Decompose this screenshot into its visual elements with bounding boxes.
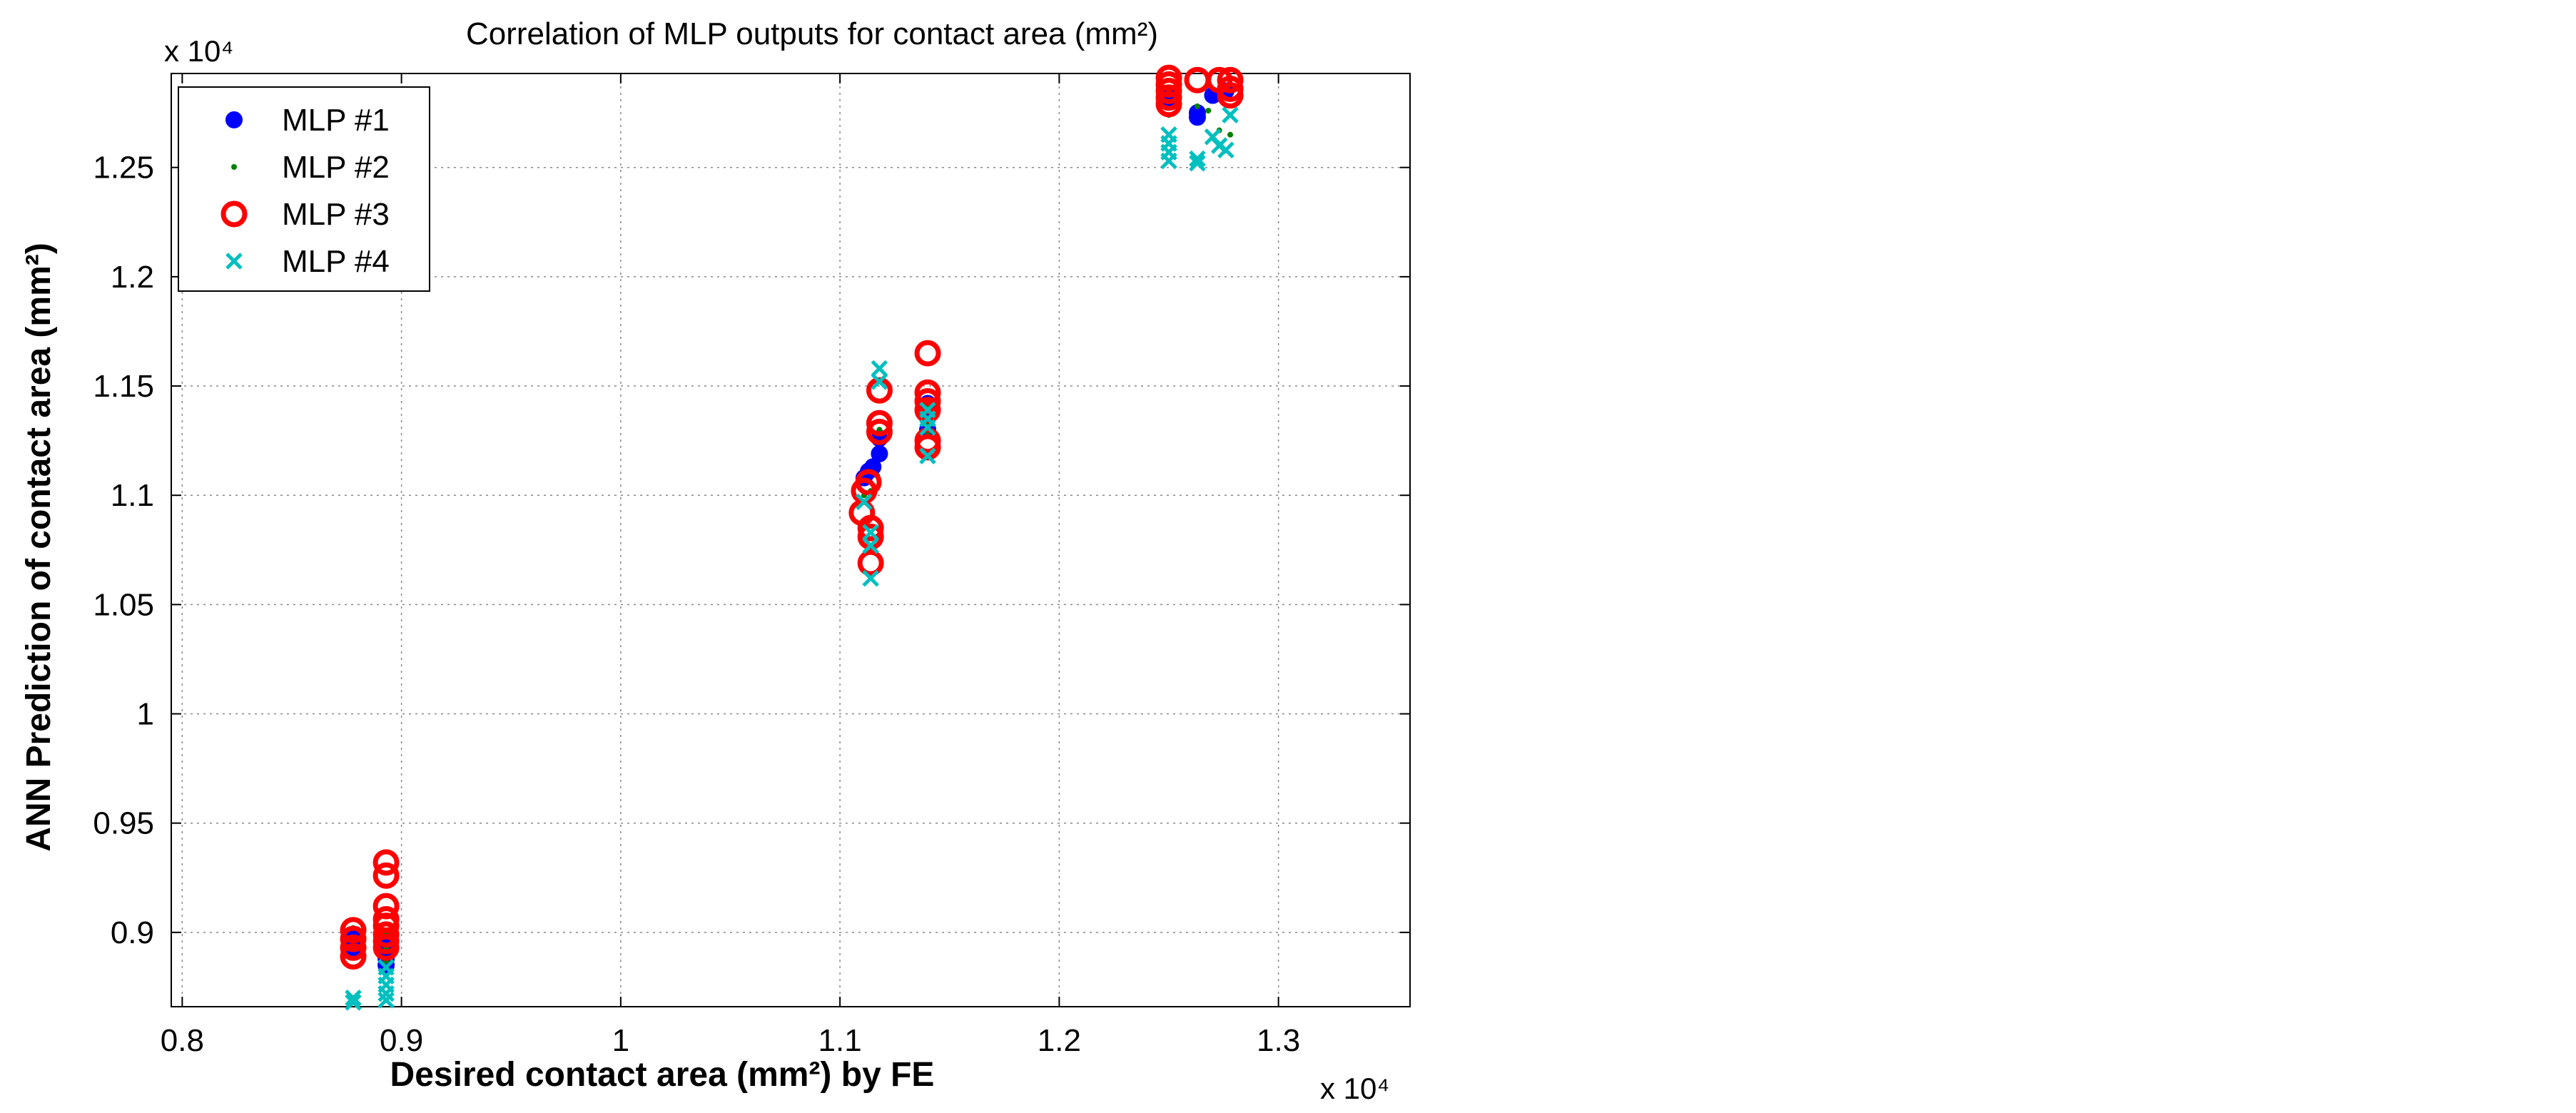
data-point [914, 340, 941, 367]
data-point [1217, 141, 1234, 158]
data-point [1222, 106, 1239, 123]
data-point [862, 524, 879, 542]
axis-ticks: 0.8 0.9 1 1.1 1.2 1.3 0.9 0.95 1 1.05 1.1 1.15 1.2 1.… [93, 73, 1410, 1058]
legend: MLP #1 MLP #2 MLP #3 MLP #4 [178, 86, 430, 292]
data-point [340, 917, 367, 944]
legend-label: MLP #2 [282, 150, 390, 185]
data-point [372, 934, 400, 961]
legend-box [178, 86, 430, 292]
data-point [372, 862, 400, 889]
data-point [919, 447, 936, 464]
legend-marker [220, 200, 248, 228]
data-point [345, 989, 362, 1007]
data-point [871, 360, 888, 377]
data-point [1194, 103, 1200, 109]
y-tick-label: 1 [137, 697, 154, 732]
data-point [876, 427, 883, 433]
x-tick-label: 1.1 [818, 1023, 862, 1058]
data-point [857, 514, 884, 542]
y-tick-label: 0.95 [93, 806, 154, 841]
x-tick-label: 1 [612, 1023, 629, 1058]
data-point [1227, 131, 1234, 138]
data-point [862, 569, 879, 587]
data-point [1217, 66, 1244, 93]
data-points [340, 64, 1244, 1011]
chart-title: Correlation of MLP outputs for contact a… [466, 16, 1158, 51]
data-point [340, 925, 367, 952]
x-tick-label: 0.9 [380, 1023, 423, 1058]
data-point [1189, 150, 1206, 168]
data-point [1160, 126, 1177, 143]
data-point [862, 537, 879, 554]
y-tick-label: 1.15 [93, 369, 154, 404]
legend-marker [231, 164, 237, 170]
data-point [1217, 82, 1244, 109]
data-point [856, 493, 873, 511]
x-axis-label: Desired contact area (mm²) by FE [390, 1056, 935, 1094]
y-axis-label: ANN Prediction of contact area (mm²) [20, 243, 58, 851]
y-tick-label: 1.2 [111, 260, 154, 295]
plot-frame [171, 73, 1411, 1007]
y-tick-label: 1.25 [93, 151, 154, 186]
data-point [919, 401, 936, 419]
legend-label: MLP #1 [282, 103, 390, 138]
data-point [372, 849, 400, 876]
data-point [1189, 154, 1206, 172]
legend-label: MLP #4 [282, 244, 390, 279]
x-tick-label: 1.3 [1257, 1023, 1300, 1058]
data-point [866, 418, 893, 445]
x-tick-label: 1.2 [1038, 1023, 1081, 1058]
data-point [377, 985, 395, 1002]
data-point [1155, 91, 1182, 118]
data-point [340, 943, 367, 970]
y-axis-multiplier: x 10⁴ [164, 34, 233, 68]
legend-label: MLP #3 [282, 197, 390, 232]
y-tick-label: 1.05 [93, 587, 154, 622]
data-point [340, 934, 367, 961]
legend-marker [225, 111, 243, 128]
series-3 [340, 64, 1244, 970]
data-point [871, 373, 888, 390]
x-axis-multiplier: x 10⁴ [1320, 1072, 1389, 1105]
data-point [377, 992, 395, 1009]
x-tick-label: 0.8 [161, 1023, 204, 1058]
data-point [857, 549, 884, 576]
data-point [866, 410, 893, 437]
data-point [871, 445, 888, 463]
data-point [1205, 108, 1212, 114]
series-4 [345, 106, 1239, 1011]
y-tick-label: 0.9 [111, 915, 154, 950]
data-point [345, 994, 362, 1011]
data-point [855, 469, 882, 496]
y-tick-label: 1.1 [111, 478, 154, 513]
legend-marker [225, 253, 243, 270]
data-point [914, 379, 941, 406]
